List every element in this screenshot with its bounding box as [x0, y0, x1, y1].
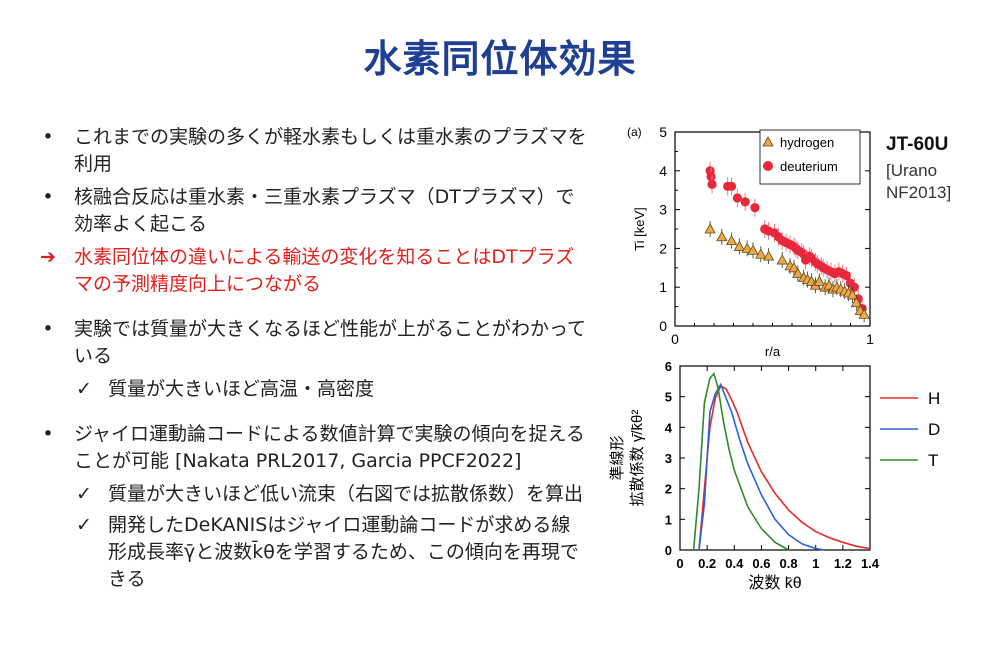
- hydrogen-point: [747, 244, 759, 255]
- hydrogen-point: [846, 289, 859, 300]
- x-tick-label: 0: [676, 556, 683, 571]
- hydrogen-point: [704, 223, 716, 234]
- reference-citation: [Urano NF2013]: [886, 160, 951, 204]
- deuterium-point: [849, 282, 859, 292]
- series-line-h: [698, 384, 871, 551]
- legend-label-d: D: [928, 420, 940, 439]
- deuterium-point: [842, 270, 852, 281]
- y-axis-label: Ti [keV]: [632, 207, 647, 251]
- y-tick-label: 2: [659, 240, 667, 256]
- sub-bullet-item: ✓ 質量が大きいほど高温・高密度: [28, 376, 588, 403]
- sub-bullet-item: ✓ 開発したDeKANISはジャイロ運動論コードが求める線形成長率γ̄と波数k̄…: [28, 512, 588, 593]
- x-tick-label: 0.2: [698, 556, 716, 571]
- y-axis-label: 準線形: [609, 435, 626, 480]
- legend-deuterium-marker: [763, 161, 773, 171]
- y-tick-label: 1: [659, 279, 667, 295]
- y-axis-label: 拡散係数 γ̄/k̄θ²: [629, 410, 646, 507]
- x-tick-label: 1: [812, 556, 819, 571]
- y-tick-label: 4: [665, 420, 673, 435]
- deuterium-point: [706, 172, 716, 182]
- bullet-item: • ジャイロ運動論コードによる数値計算で実験の傾向を捉えることが可能 [Naka…: [28, 421, 588, 475]
- y-tick-label: 3: [659, 202, 667, 218]
- sub-bullet-text: 質量が大きいほど高温・高密度: [108, 378, 375, 400]
- y-tick-label: 1: [665, 512, 672, 527]
- hydrogen-point: [762, 250, 775, 261]
- hydrogen-point: [858, 308, 870, 319]
- hydrogen-point: [755, 248, 767, 259]
- deuterium-point: [707, 179, 717, 189]
- y-tick-label: 4: [659, 163, 667, 179]
- hydrogen-point: [850, 296, 863, 308]
- x-tick-label: 0.6: [752, 556, 770, 571]
- hydrogen-point: [725, 234, 738, 246]
- deuterium-point: [732, 193, 742, 203]
- y-tick-label: 6: [665, 359, 672, 374]
- legend-label-t: T: [928, 451, 938, 470]
- deuterium-point: [750, 203, 760, 213]
- y-tick-label: 0: [659, 318, 667, 334]
- hydrogen-point: [716, 230, 728, 242]
- hydrogen-point: [733, 240, 746, 251]
- y-tick-label: 3: [665, 451, 672, 466]
- bullet-item: • これまでの実験の多くが軽水素もしくは重水素のプラズマを利用: [28, 124, 588, 178]
- hydrogen-point: [788, 261, 800, 273]
- bullet-marker: •: [42, 126, 54, 148]
- legend-deuterium-label: deuterium: [780, 159, 838, 174]
- bullet-text: ジャイロ運動論コードによる数値計算で実験の傾向を捉えることが可能 [Nakata…: [74, 423, 585, 472]
- y-tick-label: 0: [665, 543, 672, 558]
- x-tick-label: 0.4: [725, 556, 744, 571]
- x-axis-label: r/a: [765, 344, 781, 358]
- series-line-t: [692, 372, 789, 551]
- check-icon: ✓: [76, 378, 92, 400]
- page-title: 水素同位体効果: [363, 37, 637, 81]
- y-tick-label: 5: [659, 124, 667, 140]
- deuterium-point: [740, 197, 750, 207]
- x-tick-label: 1.4: [861, 556, 880, 571]
- bullet-text: 核融合反応は重水素・三重水素プラズマ（DTプラズマ）で効率よく起こる: [74, 186, 575, 235]
- series-line-d: [698, 382, 825, 551]
- legend-label-h: H: [928, 389, 940, 408]
- bullet-marker: •: [42, 318, 54, 340]
- hydrogen-point: [776, 254, 788, 265]
- x-tick-label: 1.2: [834, 556, 852, 571]
- bullet-marker: •: [42, 423, 54, 445]
- panel-label: (a): [627, 125, 642, 139]
- check-icon: ✓: [76, 514, 92, 536]
- y-tick-label: 2: [665, 482, 672, 497]
- device-label: JT-60U: [886, 134, 949, 155]
- x-tick-label: 0: [671, 331, 679, 347]
- sub-bullet-item: ✓ 質量が大きいほど低い流束（右図では拡散係数）を算出: [28, 481, 588, 508]
- bullet-marker: •: [42, 186, 54, 208]
- x-tick-label: 0.8: [780, 556, 798, 571]
- check-icon: ✓: [76, 483, 92, 505]
- diffusion-coefficient-chart: 0 1 2 3 4 5 6 0 0.2 0.4 0.6 0.8 1 1.2 1.4 波数 k̄θ 準線形 拡散係数…: [609, 359, 940, 592]
- bullet-list: • これまでの実験の多くが軽水素もしくは重水素のプラズマを利用 • 核融合反応は…: [28, 124, 588, 597]
- sub-bullet-text: 質量が大きいほど低い流束（右図では拡散係数）を算出: [108, 483, 584, 505]
- x-tick-label: 1: [866, 331, 874, 347]
- conclusion-item: ➔ 水素同位体の違いによる輸送の変化を知ることはDTプラズマの予測精度向上につな…: [28, 244, 588, 298]
- bullet-item: • 核融合反応は重水素・三重水素プラズマ（DTプラズマ）で効率よく起こる: [28, 184, 588, 238]
- arrow-icon: ➔: [40, 246, 56, 268]
- reference-line: NF2013]: [886, 183, 952, 202]
- conclusion-text: 水素同位体の違いによる輸送の変化を知ることはDTプラズマの予測精度向上につながる: [74, 246, 575, 295]
- reference-line: [Urano: [886, 161, 938, 180]
- ion-temperature-chart: (a) 0 1 2 3 4 5 0 1 r/a Ti [keV] hydrogen deuterium: [627, 124, 874, 358]
- legend-box: [759, 129, 861, 185]
- bullet-text: これまでの実験の多くが軽水素もしくは重水素のプラズマを利用: [74, 126, 587, 175]
- hydrogen-point: [813, 275, 825, 286]
- hydrogen-point: [741, 242, 753, 253]
- y-tick-label: 5: [665, 390, 672, 405]
- deuterium-point: [726, 181, 737, 191]
- plot-frame: [679, 365, 871, 551]
- bullet-text: 実験では質量が大きくなるほど性能が上がることがわかっている: [74, 318, 587, 367]
- sub-bullet-text: 開発したDeKANISはジャイロ運動論コードが求める線形成長率γ̄と波数k̄θを…: [108, 514, 579, 590]
- legend-hydrogen-marker: [762, 136, 774, 147]
- hydrogen-point: [792, 267, 804, 279]
- legend-hydrogen-label: hydrogen: [780, 135, 834, 150]
- x-axis-label: 波数 k̄θ: [748, 574, 801, 592]
- bullet-item: • 実験では質量が大きくなるほど性能が上がることがわかっている: [28, 316, 588, 370]
